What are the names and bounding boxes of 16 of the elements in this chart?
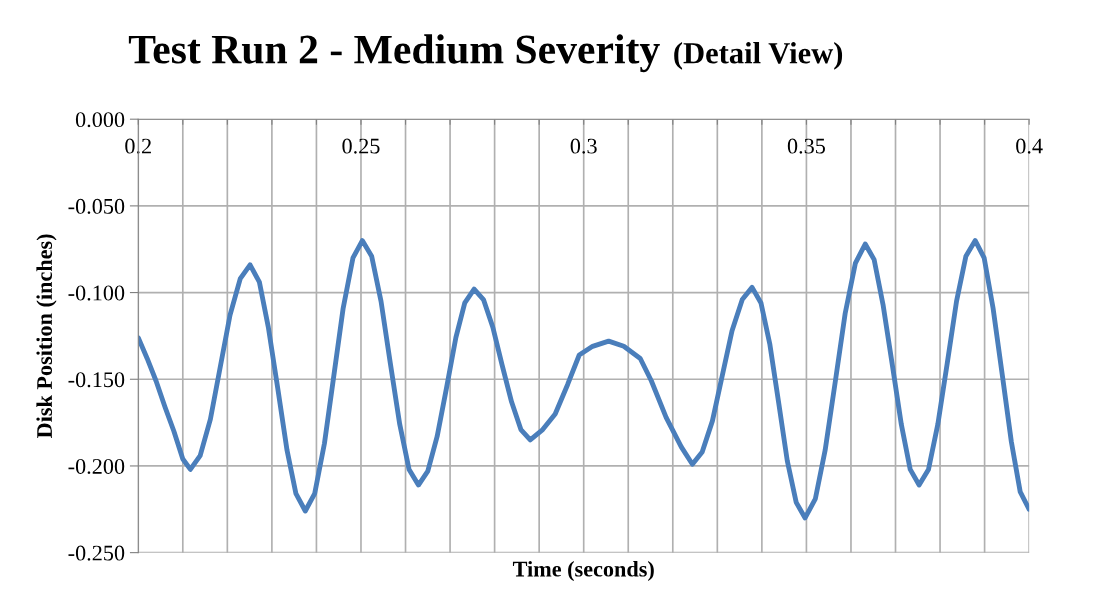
x-tick-label: 0.3 — [570, 138, 597, 154]
y-tick-label: -0.050 — [68, 198, 125, 214]
x-tick-label: 0.4 — [1016, 138, 1043, 154]
chart-title: Test Run 2 - Medium Severity — [128, 34, 660, 73]
x-tick-label: 0.2 — [125, 138, 151, 154]
x-tick-label: 0.35 — [787, 138, 825, 154]
x-tick-label: 0.25 — [342, 138, 380, 154]
y-tick-label: -0.150 — [68, 372, 125, 388]
y-axis-title: Disk Position (inches) — [36, 234, 57, 438]
chart-subtitle: (Detail View) — [674, 42, 843, 70]
y-tick-label: -0.200 — [68, 458, 125, 474]
y-tick-label: -0.100 — [68, 285, 125, 301]
x-axis-title: Time (seconds) — [512, 560, 654, 582]
line-series — [138, 238, 1030, 521]
y-tick-label: -0.250 — [68, 545, 125, 561]
y-tick-label: 0.000 — [75, 112, 125, 128]
